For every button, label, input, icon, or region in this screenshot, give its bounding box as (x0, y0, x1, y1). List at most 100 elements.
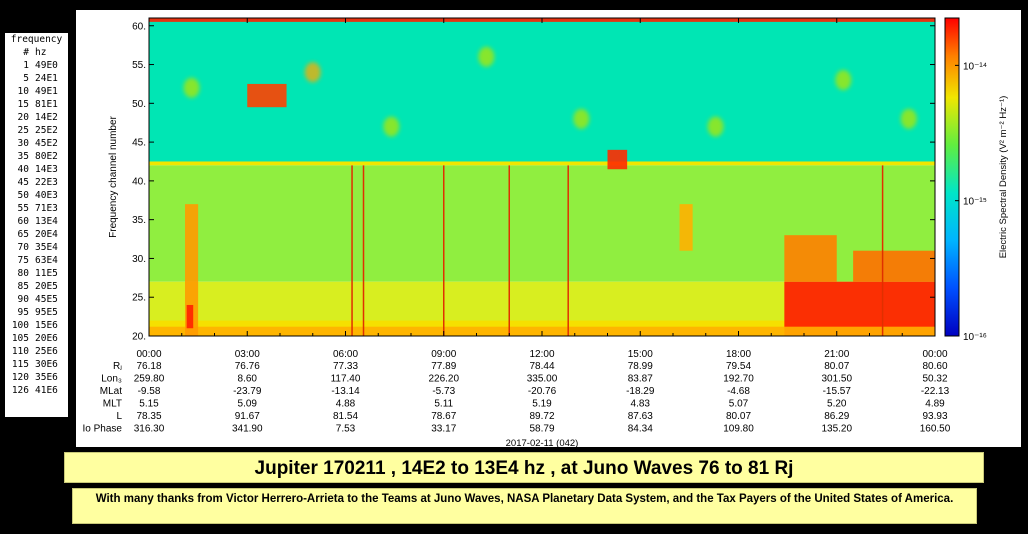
freq-channel-number: 95 (17, 307, 29, 318)
emission-patch (183, 77, 200, 98)
freq-table-header: frequency (10, 34, 63, 45)
ephemeris-value: -4.68 (727, 386, 750, 397)
ephemeris-value: 89.72 (529, 411, 554, 422)
ephemeris-value: 5.15 (139, 399, 159, 410)
ephemeris-value: 192.70 (723, 374, 754, 385)
ephemeris-value: 7.53 (336, 424, 356, 435)
ephemeris-value: -23.79 (233, 386, 262, 397)
ephemeris-value: 8.60 (238, 374, 258, 385)
freq-table-row: 60 13E4 (5, 215, 68, 228)
ephemeris-value: 87.63 (628, 411, 653, 422)
freq-channel-number: 15 (17, 99, 29, 110)
x-axis: 00:00 03:00 06:00 09:00 12:00 15:00 18:00 21:00… (136, 18, 948, 360)
ephemeris-value: 84.34 (628, 424, 653, 435)
ephemeris-value: 4.83 (631, 399, 651, 410)
ephemeris-value: 160.50 (920, 424, 951, 435)
ephemeris-value: 78.67 (431, 411, 456, 422)
freq-channel-number: 80 (17, 268, 29, 279)
ephemeris-value: 226.20 (428, 374, 459, 385)
freq-hz-value: 30E6 (35, 359, 58, 370)
ephemeris-row-label: Rⱼ (113, 361, 122, 372)
freq-hz-value: 22E3 (35, 177, 58, 188)
ephemeris-value: 86.29 (824, 411, 849, 422)
freq-hz-value: 95E5 (35, 307, 58, 318)
freq-table-row: 95 95E5 (5, 306, 68, 319)
ephemeris-value: 78.44 (529, 361, 554, 372)
ephemeris-value: 135.20 (821, 424, 852, 435)
heatmap-layer (149, 18, 935, 336)
freq-hz-value: 20E4 (35, 229, 58, 240)
colorbar-tick-label: 10⁻¹⁵ (963, 197, 987, 208)
ephemeris-table: Rⱼ 76.18 76.76 77.33 77.89 78.44 78.99 79.54 80.… (83, 361, 951, 435)
emission-region (853, 250, 935, 282)
frequency-table: frequency # hz 1 49E0 5 24E1 10 49E1 15 81E1 20 1… (5, 33, 68, 417)
ephemeris-value: 5.09 (238, 399, 258, 410)
freq-table-subheader: # hz (5, 46, 68, 59)
plot-panel: 20. 25. 30. 35. 40. 45. 50. 55. 60. 00:00 03:00 06… (76, 10, 1021, 447)
x-tick-label: 03:00 (235, 349, 260, 360)
freq-channel-number: 60 (17, 216, 29, 227)
x-tick-label: 06:00 (333, 349, 358, 360)
ephemeris-value: 91.67 (235, 411, 260, 422)
freq-channel-number: 45 (17, 177, 29, 188)
colorbar-axis: 10⁻¹⁴ 10⁻¹⁵ 10⁻¹⁶ (955, 61, 987, 343)
colorbar-label: Electric Spectral Density (V² m⁻² Hz⁻¹) (998, 96, 1009, 259)
emission-region (247, 83, 287, 108)
freq-table-row: 55 71E3 (5, 202, 68, 215)
freq-hz-value: 49E0 (35, 60, 58, 71)
background-band (149, 161, 935, 166)
freq-table-row: 65 20E4 (5, 228, 68, 241)
y-axis: 20. 25. 30. 35. 40. 45. 50. 55. 60. (132, 21, 935, 343)
freq-hz-value: 71E3 (35, 203, 58, 214)
freq-table-row: 110 25E6 (5, 345, 68, 358)
ephemeris-value: -18.29 (626, 386, 655, 397)
freq-table-row: 80 11E5 (5, 267, 68, 280)
emission-patch (573, 108, 590, 129)
ephemeris-row-label: MLat (100, 386, 122, 397)
freq-table-row: 120 35E6 (5, 371, 68, 384)
freq-channel-number: 115 (11, 359, 29, 370)
ephemeris-value: 50.32 (922, 374, 947, 385)
ephemeris-value: 80.07 (824, 361, 849, 372)
freq-hz-value: 25E6 (35, 346, 58, 357)
colorbar-tick-label: 10⁻¹⁴ (963, 61, 987, 72)
ephemeris-value: -22.13 (921, 386, 950, 397)
ephemeris-value: 5.19 (532, 399, 552, 410)
freq-hz-value: 14E3 (35, 164, 58, 175)
freq-hz-value: 20E6 (35, 333, 58, 344)
ephemeris-value: 4.88 (336, 399, 356, 410)
freq-channel-number: 120 (11, 372, 29, 383)
emission-region (607, 149, 628, 170)
x-tick-label: 15:00 (628, 349, 653, 360)
y-axis-label: Frequency channel number (108, 115, 119, 237)
ephemeris-row-label: Lon₃ (101, 374, 122, 385)
freq-table-row: 1 49E0 (5, 59, 68, 72)
freq-channel-number: 5 (23, 73, 29, 84)
freq-hz-value: 80E2 (35, 151, 58, 162)
freq-hz-value: 11E5 (35, 268, 58, 279)
freq-channel-number: 30 (17, 138, 29, 149)
freq-hz-value: 45E2 (35, 138, 58, 149)
freq-hz-value: 45E5 (35, 294, 58, 305)
ephemeris-value: 76.76 (235, 361, 260, 372)
x-tick-label: 00:00 (136, 349, 161, 360)
ephemeris-value: 33.17 (431, 424, 456, 435)
freq-channel-number: 40 (17, 164, 29, 175)
freq-hz-value: 63E4 (35, 255, 58, 266)
ephemeris-value: 335.00 (527, 374, 558, 385)
freq-table-row: 35 80E2 (5, 150, 68, 163)
ephemeris-value: 301.50 (821, 374, 852, 385)
emission-region (784, 235, 837, 282)
y-tick-label: 50. (132, 99, 146, 110)
y-tick-label: 25. (132, 293, 146, 304)
ephemeris-value: 5.20 (827, 399, 847, 410)
emission-region (679, 204, 693, 251)
freq-table-num-header: # (23, 47, 29, 58)
emission-patch (900, 108, 917, 129)
freq-channel-number: 105 (11, 333, 29, 344)
freq-hz-value: 24E1 (35, 73, 58, 84)
freq-channel-number: 35 (17, 151, 29, 162)
ephemeris-row-label: L (116, 411, 122, 422)
x-tick-label: 18:00 (726, 349, 751, 360)
ephemeris-value: 58.79 (529, 424, 554, 435)
